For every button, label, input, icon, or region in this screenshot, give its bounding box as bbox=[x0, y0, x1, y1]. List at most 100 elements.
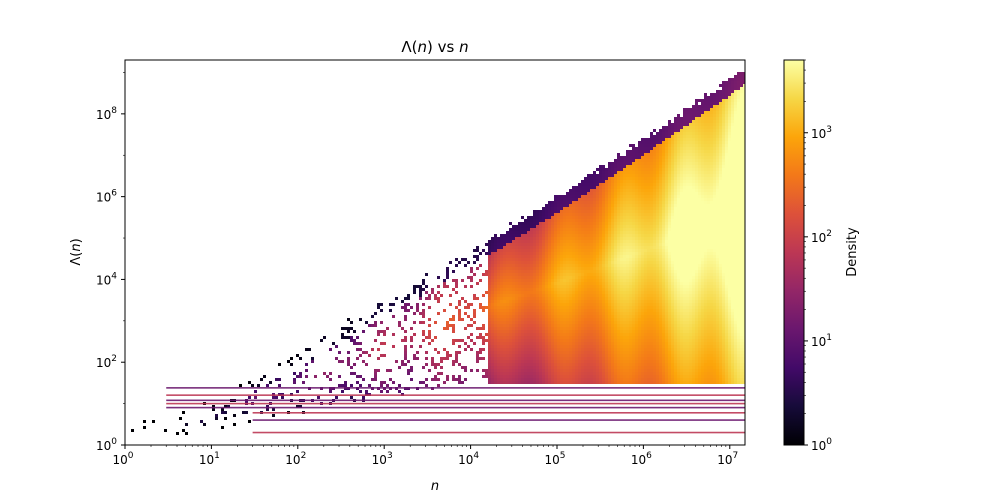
heatmap-cell bbox=[560, 333, 563, 336]
heatmap-cell bbox=[605, 207, 608, 210]
heatmap-cell bbox=[671, 180, 674, 183]
heatmap-cell bbox=[632, 297, 635, 300]
heatmap-cell bbox=[527, 219, 530, 222]
heatmap-cell bbox=[545, 207, 548, 210]
heatmap-cell bbox=[566, 297, 569, 300]
heatmap-cell bbox=[563, 300, 566, 303]
heatmap-cell bbox=[650, 294, 653, 297]
heatmap-cell bbox=[488, 315, 491, 318]
heatmap-cell bbox=[647, 150, 650, 153]
heatmap-cell bbox=[668, 192, 671, 195]
heatmap-cell bbox=[557, 348, 560, 351]
heatmap-cell bbox=[632, 150, 635, 153]
heatmap-cell bbox=[404, 318, 407, 321]
heatmap-cell bbox=[536, 306, 539, 309]
heatmap-cell bbox=[662, 330, 665, 333]
heatmap-cell bbox=[647, 216, 650, 219]
heatmap-cell bbox=[662, 309, 665, 312]
heatmap-cell bbox=[581, 216, 584, 219]
heatmap-cell bbox=[605, 330, 608, 333]
heatmap-cell bbox=[656, 267, 659, 270]
heatmap-cell bbox=[371, 324, 374, 327]
heatmap-cell bbox=[515, 303, 518, 306]
heatmap-cell bbox=[506, 246, 509, 249]
heatmap-cell bbox=[680, 381, 683, 384]
heatmap-cell bbox=[497, 276, 500, 279]
heatmap-cell bbox=[665, 255, 668, 258]
heatmap-cell bbox=[548, 273, 551, 276]
heatmap-cell bbox=[527, 297, 530, 300]
heatmap-cell bbox=[503, 312, 506, 315]
heatmap-cell bbox=[623, 159, 626, 162]
heatmap-cell bbox=[527, 345, 530, 348]
heatmap-cell bbox=[566, 282, 569, 285]
heatmap-cell bbox=[494, 378, 497, 381]
heatmap-cell bbox=[566, 375, 569, 378]
heatmap-cell bbox=[653, 273, 656, 276]
heatmap-cell bbox=[491, 357, 494, 360]
heatmap-cell bbox=[671, 345, 674, 348]
heatmap-cell bbox=[515, 348, 518, 351]
heatmap-cell bbox=[674, 249, 677, 252]
heatmap-cell bbox=[590, 366, 593, 369]
heatmap-cell bbox=[671, 174, 674, 177]
heatmap-cell bbox=[629, 177, 632, 180]
heatmap-cell bbox=[488, 360, 491, 363]
heatmap-cell bbox=[650, 273, 653, 276]
heatmap-cell bbox=[668, 309, 671, 312]
heatmap-cell bbox=[677, 321, 680, 324]
heatmap-cell bbox=[518, 279, 521, 282]
heatmap-cell bbox=[629, 165, 632, 168]
heatmap-cell bbox=[545, 273, 548, 276]
heatmap-cell bbox=[644, 237, 647, 240]
heatmap-cell bbox=[617, 312, 620, 315]
heatmap-cell bbox=[665, 171, 668, 174]
heatmap-cell bbox=[575, 312, 578, 315]
heatmap-cell bbox=[599, 306, 602, 309]
heatmap-cell bbox=[665, 336, 668, 339]
heatmap-cell bbox=[467, 336, 470, 339]
heatmap-cell bbox=[644, 261, 647, 264]
heatmap-cell bbox=[605, 381, 608, 384]
heatmap-cell bbox=[635, 321, 638, 324]
heatmap-cell bbox=[587, 183, 590, 186]
heatmap-cell bbox=[416, 357, 419, 360]
heatmap-cell bbox=[554, 312, 557, 315]
heatmap-cell bbox=[641, 204, 644, 207]
heatmap-cell bbox=[503, 339, 506, 342]
heatmap-cell bbox=[542, 333, 545, 336]
heatmap-cell bbox=[659, 147, 662, 150]
heatmap-cell bbox=[674, 306, 677, 309]
heatmap-cell bbox=[566, 294, 569, 297]
heatmap-cell bbox=[650, 324, 653, 327]
heatmap-cell bbox=[623, 348, 626, 351]
heatmap-cell bbox=[623, 162, 626, 165]
heatmap-cell bbox=[434, 375, 437, 378]
heatmap-cell bbox=[641, 336, 644, 339]
heatmap-cell bbox=[470, 348, 473, 351]
heatmap-cell bbox=[545, 360, 548, 363]
heatmap-cell bbox=[626, 153, 629, 156]
heatmap-cell bbox=[629, 339, 632, 342]
heatmap-cell bbox=[647, 198, 650, 201]
heatmap-cell bbox=[674, 300, 677, 303]
heatmap-cell bbox=[611, 258, 614, 261]
heatmap-cell bbox=[668, 276, 671, 279]
heatmap-cell bbox=[659, 207, 662, 210]
heatmap-cell bbox=[539, 366, 542, 369]
heatmap-cell bbox=[599, 285, 602, 288]
heatmap-cell bbox=[602, 189, 605, 192]
heatmap-cell bbox=[638, 237, 641, 240]
heatmap-cell bbox=[623, 255, 626, 258]
heatmap-cell bbox=[422, 282, 425, 285]
heatmap-cell bbox=[602, 252, 605, 255]
heatmap-cell bbox=[344, 381, 347, 384]
heatmap-cell bbox=[560, 321, 563, 324]
heatmap-cell bbox=[305, 369, 308, 372]
heatmap-cell bbox=[530, 249, 533, 252]
heatmap-cell bbox=[632, 153, 635, 156]
heatmap-cell bbox=[584, 294, 587, 297]
heatmap-cell bbox=[587, 264, 590, 267]
heatmap-cell bbox=[614, 240, 617, 243]
heatmap-cell bbox=[668, 156, 671, 159]
